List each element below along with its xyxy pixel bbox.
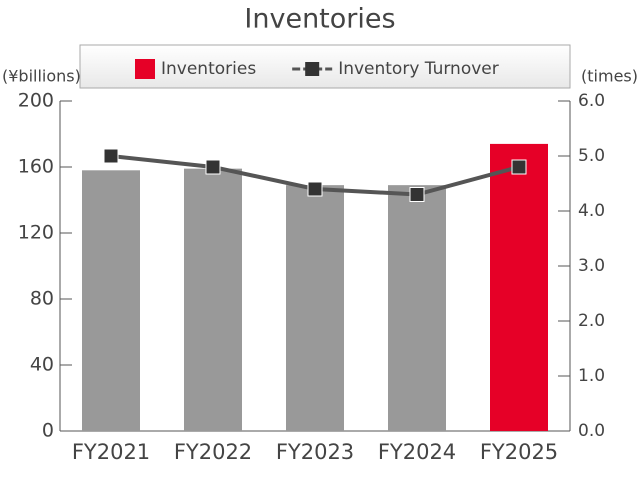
line-marker <box>409 187 425 202</box>
y2-tick-label: 3.0 <box>578 256 605 276</box>
y2-tick-label: 6.0 <box>578 91 605 111</box>
x-tick-label: FY2021 <box>72 440 150 464</box>
x-tick-label: FY2023 <box>276 440 354 464</box>
line-marker <box>307 181 323 197</box>
y-tick-label: 80 <box>30 288 54 310</box>
bar <box>490 143 548 431</box>
y-tick-label: 0 <box>42 420 54 442</box>
x-tick-label: FY2024 <box>378 440 456 464</box>
y2-tick-label: 1.0 <box>578 366 605 386</box>
bar <box>82 170 140 432</box>
y-tick-label: 120 <box>18 222 54 244</box>
legend-box <box>79 44 571 89</box>
y2-axis-label: (times) <box>581 67 638 86</box>
y2-tick-label: 2.0 <box>578 311 605 331</box>
y-axis-label: (¥billions) <box>2 67 81 86</box>
line-marker <box>205 159 221 175</box>
line-marker <box>103 148 119 164</box>
bar <box>388 185 446 431</box>
x-tick-label: FY2025 <box>480 440 558 464</box>
bar <box>184 168 242 431</box>
y-tick-label: 40 <box>30 354 54 376</box>
bar <box>286 185 344 431</box>
y-tick-label: 160 <box>18 156 54 178</box>
legend-swatch <box>135 59 155 79</box>
x-tick-label: FY2022 <box>174 440 252 464</box>
chart-title: Inventories <box>244 4 395 35</box>
legend-marker <box>305 62 320 76</box>
y2-tick-label: 4.0 <box>578 201 605 221</box>
y2-tick-label: 5.0 <box>578 146 605 166</box>
y-tick-label: 200 <box>18 90 54 112</box>
legend-label: Inventories <box>161 59 256 79</box>
line-marker <box>511 159 527 175</box>
legend-label: Inventory Turnover <box>338 59 499 79</box>
y2-tick-label: 0.0 <box>578 421 605 441</box>
